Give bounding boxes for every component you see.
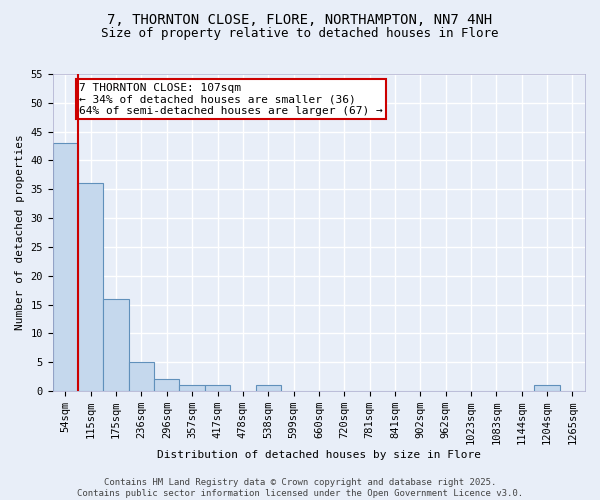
- Bar: [53, 143, 78, 391]
- Bar: [205, 385, 230, 391]
- Bar: [256, 385, 281, 391]
- Bar: [78, 184, 103, 391]
- Text: 7, THORNTON CLOSE, FLORE, NORTHAMPTON, NN7 4NH: 7, THORNTON CLOSE, FLORE, NORTHAMPTON, N…: [107, 12, 493, 26]
- Y-axis label: Number of detached properties: Number of detached properties: [15, 134, 25, 330]
- Bar: [535, 385, 560, 391]
- Bar: [129, 362, 154, 391]
- Text: Contains HM Land Registry data © Crown copyright and database right 2025.
Contai: Contains HM Land Registry data © Crown c…: [77, 478, 523, 498]
- Bar: [103, 299, 129, 391]
- X-axis label: Distribution of detached houses by size in Flore: Distribution of detached houses by size …: [157, 450, 481, 460]
- Text: 7 THORNTON CLOSE: 107sqm
← 34% of detached houses are smaller (36)
64% of semi-d: 7 THORNTON CLOSE: 107sqm ← 34% of detach…: [79, 82, 383, 116]
- Bar: [179, 385, 205, 391]
- Text: Size of property relative to detached houses in Flore: Size of property relative to detached ho…: [101, 28, 499, 40]
- Bar: [154, 380, 179, 391]
